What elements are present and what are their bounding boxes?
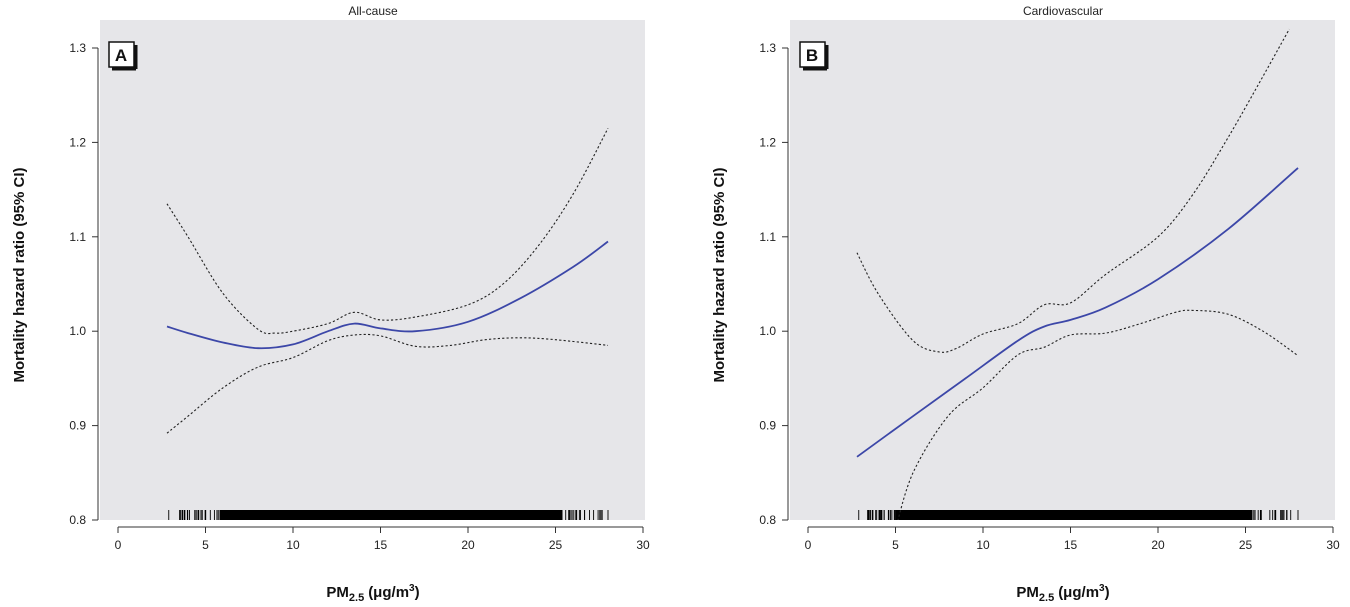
panel-cardiovascular: Cardiovascular B 0.8 0.9 1.0 1.1 1.2 1.3 0 5 10…	[711, 4, 1340, 604]
panel-letter-box: B	[799, 41, 829, 71]
y-tick-label: 1.3	[759, 41, 776, 55]
y-tick-label: 0.9	[759, 419, 776, 433]
panel-all-cause: All-cause A 0.8 0.9 1.0 1.1 1.2 1.3 0 5 10 15 20 2…	[11, 4, 650, 604]
x-tick-label: 25	[549, 538, 563, 552]
y-tick-label: 1.0	[759, 324, 776, 338]
x-tick-label: 25	[1239, 538, 1253, 552]
x-tick-label: 0	[805, 538, 812, 552]
x-axis: 0 5 10 15 20 25 30	[115, 526, 650, 552]
estimate-line	[856, 167, 1299, 458]
lower-ci-line	[166, 333, 609, 434]
rug-dense-band	[219, 510, 563, 520]
series-lines	[856, 28, 1299, 520]
x-tick-label: 10	[286, 538, 300, 552]
y-axis-label: Mortality hazard ratio (95% CI)	[11, 167, 28, 382]
series-lines	[166, 127, 609, 434]
x-tick-label: 20	[1151, 538, 1165, 552]
y-tick-label: 0.8	[69, 513, 86, 527]
x-axis-label: PM2.5 (μg/m3)	[326, 583, 419, 604]
x-tick-label: 10	[976, 538, 990, 552]
x-tick-label: 15	[1064, 538, 1078, 552]
panel-letter: B	[806, 46, 818, 65]
x-axis: 0 5 10 15 20 25 30	[805, 526, 1340, 552]
y-tick-label: 1.0	[69, 324, 86, 338]
x-tick-label: 5	[202, 538, 209, 552]
y-tick-label: 0.8	[759, 513, 776, 527]
panel-letter: A	[115, 46, 127, 65]
y-tick-label: 1.1	[759, 230, 776, 244]
rug-plot	[858, 510, 1299, 520]
y-axis: 0.8 0.9 1.0 1.1 1.2 1.3	[69, 41, 99, 527]
plot-area	[100, 20, 645, 520]
panel-letter-box: A	[108, 41, 138, 71]
y-tick-label: 1.2	[759, 135, 776, 149]
lower-ci-line	[897, 309, 1299, 520]
y-tick-label: 1.1	[69, 230, 86, 244]
x-tick-label: 30	[1326, 538, 1340, 552]
x-axis-label: PM2.5 (μg/m3)	[1016, 583, 1109, 604]
upper-ci-line	[856, 28, 1290, 353]
x-tick-label: 15	[374, 538, 388, 552]
rug-dense-band	[895, 510, 1253, 520]
upper-ci-line	[166, 127, 609, 335]
rug-plot	[168, 510, 609, 520]
panel-title: All-cause	[348, 4, 398, 18]
x-tick-label: 0	[115, 538, 122, 552]
y-tick-label: 0.9	[69, 419, 86, 433]
y-axis: 0.8 0.9 1.0 1.1 1.2 1.3	[759, 41, 789, 527]
x-tick-label: 20	[461, 538, 475, 552]
y-tick-label: 1.3	[69, 41, 86, 55]
y-axis-label: Mortality hazard ratio (95% CI)	[711, 167, 728, 382]
plot-area	[790, 20, 1335, 520]
x-tick-label: 30	[636, 538, 650, 552]
y-tick-label: 1.2	[69, 135, 86, 149]
x-tick-label: 5	[892, 538, 899, 552]
estimate-line	[166, 240, 609, 350]
panel-title: Cardiovascular	[1023, 4, 1103, 18]
